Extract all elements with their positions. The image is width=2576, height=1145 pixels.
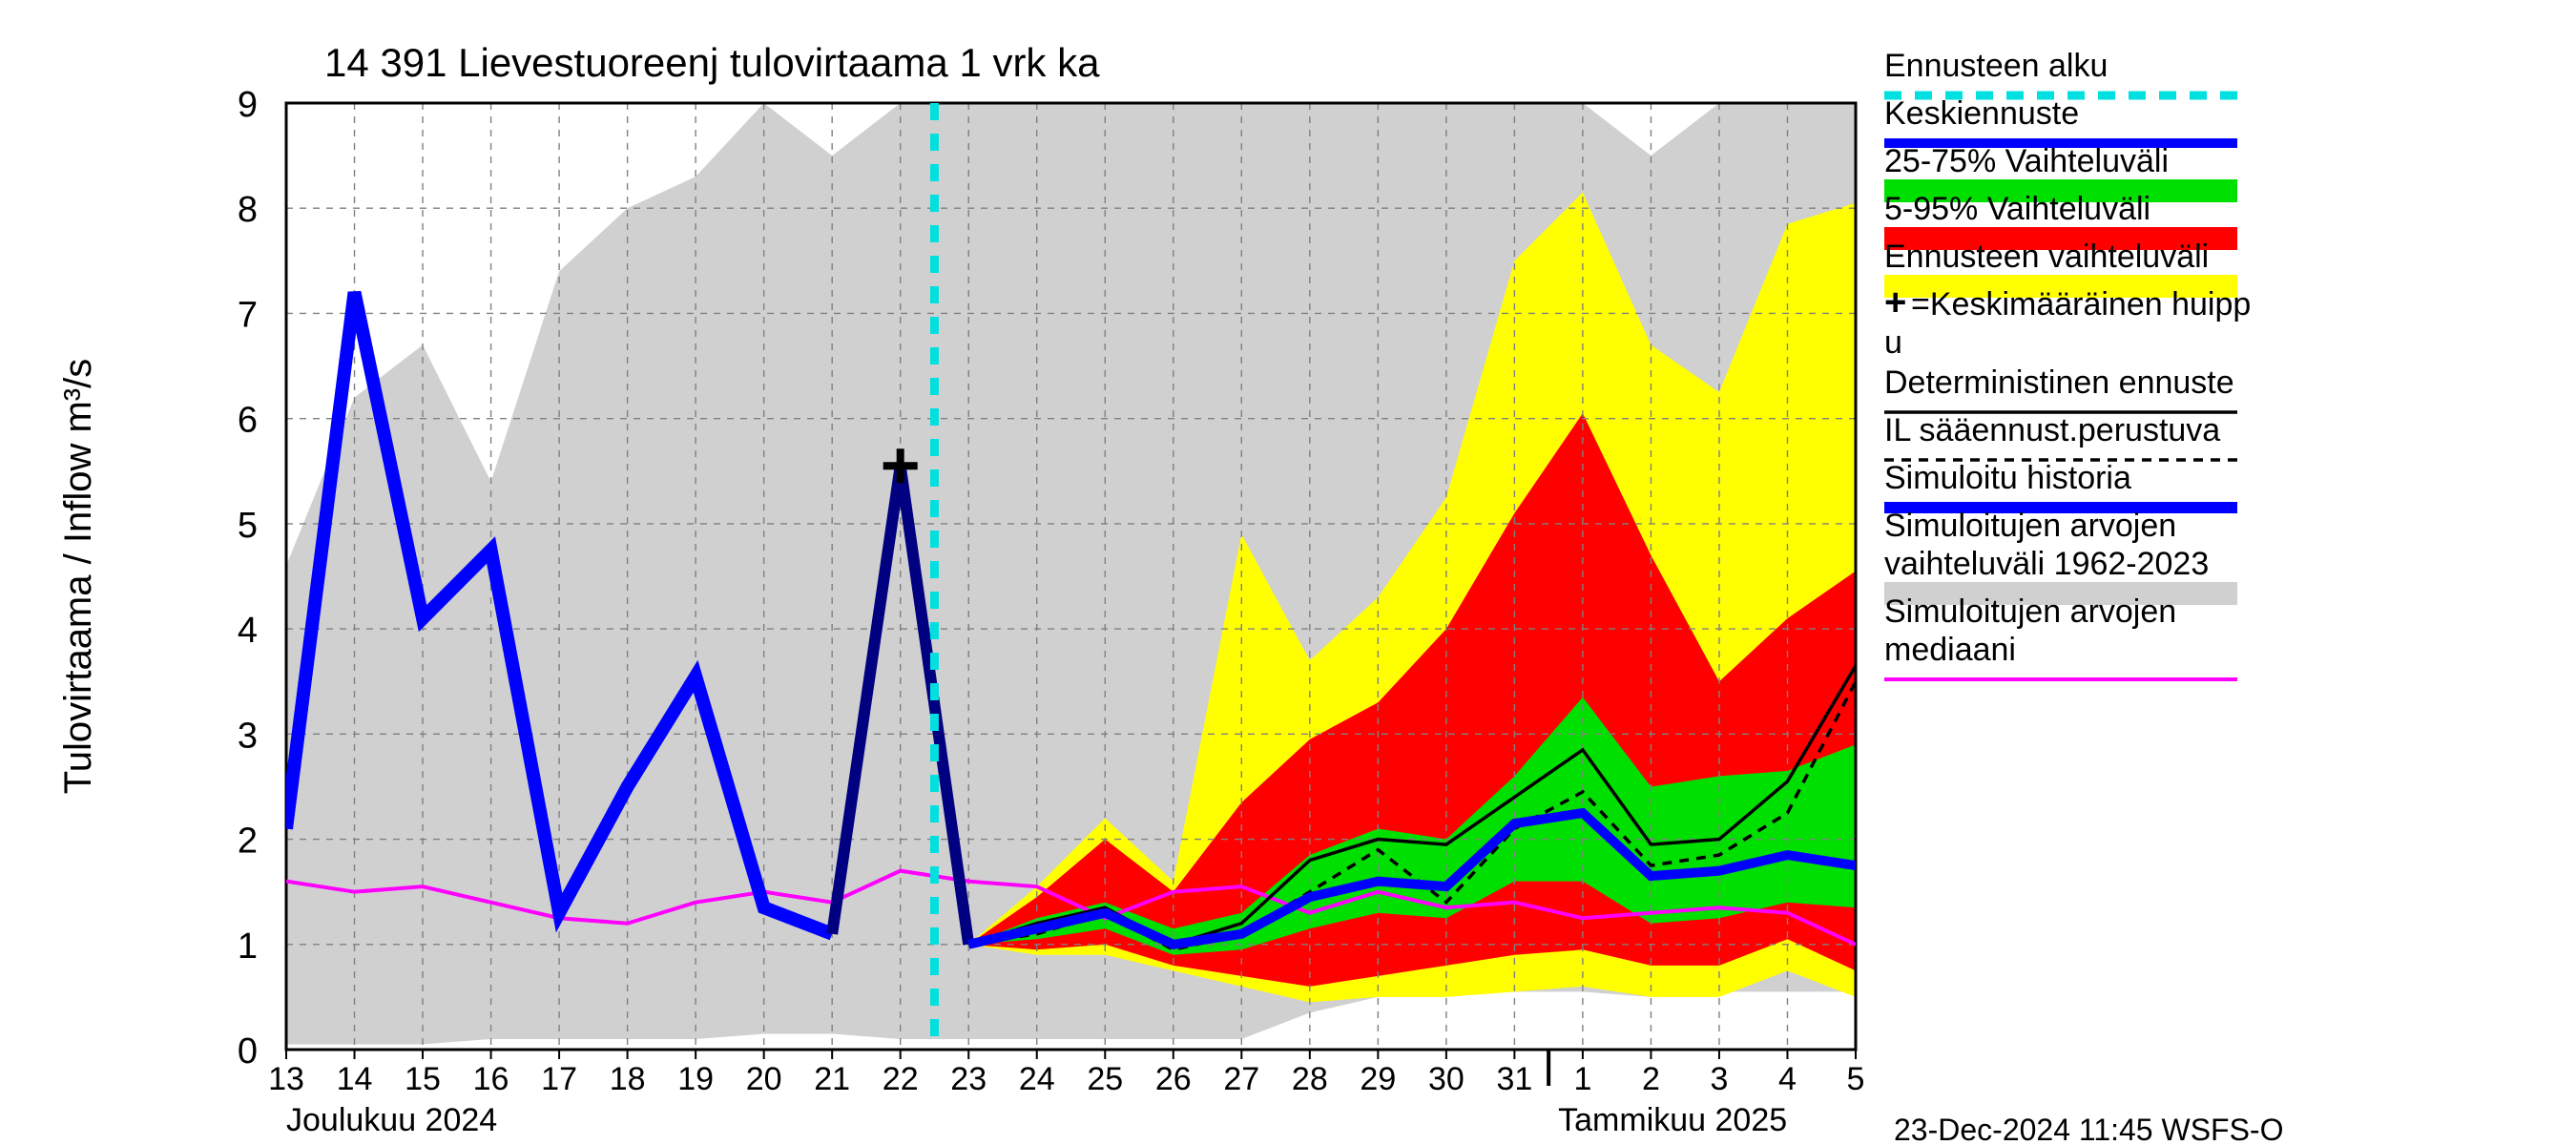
svg-text:1: 1 — [238, 926, 258, 967]
svg-text:26: 26 — [1155, 1061, 1192, 1097]
svg-text:28: 28 — [1292, 1061, 1328, 1097]
svg-text:5: 5 — [238, 506, 258, 546]
svg-text:17: 17 — [541, 1061, 577, 1097]
svg-text:Tammikuu 2025: Tammikuu 2025 — [1558, 1102, 1787, 1138]
svg-text:29: 29 — [1360, 1061, 1396, 1097]
svg-text:Simuloitujen arvojen: Simuloitujen arvojen — [1884, 508, 2176, 544]
svg-text:Simuloitu historia: Simuloitu historia — [1884, 460, 2131, 496]
svg-text:2: 2 — [238, 822, 258, 862]
svg-text:mediaani: mediaani — [1884, 632, 2016, 668]
svg-text:13: 13 — [268, 1061, 304, 1097]
svg-text:2: 2 — [1642, 1061, 1660, 1097]
svg-text:u: u — [1884, 324, 1902, 361]
svg-text:4: 4 — [1778, 1061, 1797, 1097]
inflow-forecast-chart: 0123456789131415161718192021222324252627… — [0, 0, 2576, 1145]
svg-text:+: + — [1884, 281, 1906, 323]
svg-text:19: 19 — [677, 1061, 714, 1097]
svg-text:23-Dec-2024 11:45 WSFS-O: 23-Dec-2024 11:45 WSFS-O — [1894, 1113, 2283, 1145]
svg-text:25-75% Vaihteluväli: 25-75% Vaihteluväli — [1884, 143, 2169, 179]
svg-text:14: 14 — [337, 1061, 373, 1097]
svg-text:January: January — [1558, 1140, 1673, 1145]
chart-svg: 0123456789131415161718192021222324252627… — [0, 0, 2576, 1145]
svg-text:December: December — [286, 1140, 436, 1145]
svg-text:Tulovirtaama / Inflow m³/s: Tulovirtaama / Inflow m³/s — [57, 359, 99, 794]
svg-text:9: 9 — [238, 85, 258, 125]
svg-text:3: 3 — [1710, 1061, 1728, 1097]
svg-text:7: 7 — [238, 295, 258, 335]
svg-text:14 391 Lievestuoreenj tulovirt: 14 391 Lievestuoreenj tulovirtaama 1 vrk… — [324, 40, 1100, 85]
svg-text:18: 18 — [610, 1061, 646, 1097]
svg-text:Deterministinen ennuste: Deterministinen ennuste — [1884, 364, 2234, 401]
svg-text:vaihteluväli 1962-2023: vaihteluväli 1962-2023 — [1884, 546, 2209, 582]
svg-text:23: 23 — [950, 1061, 987, 1097]
svg-text:27: 27 — [1223, 1061, 1259, 1097]
svg-text:3: 3 — [238, 716, 258, 756]
svg-text:Ennusteen vaihteluväli: Ennusteen vaihteluväli — [1884, 239, 2209, 275]
svg-text:5-95% Vaihteluväli: 5-95% Vaihteluväli — [1884, 191, 2150, 227]
svg-text:24: 24 — [1019, 1061, 1055, 1097]
svg-text:=Keskimääräinen huipp: =Keskimääräinen huipp — [1911, 286, 2251, 323]
svg-text:1: 1 — [1573, 1061, 1591, 1097]
svg-text:Simuloitujen arvojen: Simuloitujen arvojen — [1884, 593, 2176, 630]
svg-text:Ennusteen alku: Ennusteen alku — [1884, 48, 2108, 84]
svg-text:20: 20 — [746, 1061, 782, 1097]
svg-text:31: 31 — [1496, 1061, 1532, 1097]
svg-text:5: 5 — [1847, 1061, 1865, 1097]
svg-text:30: 30 — [1428, 1061, 1465, 1097]
svg-text:16: 16 — [473, 1061, 509, 1097]
svg-text:15: 15 — [405, 1061, 441, 1097]
svg-text:IL sääennust.perustuva: IL sääennust.perustuva — [1884, 412, 2220, 448]
svg-text:6: 6 — [238, 401, 258, 441]
svg-text:21: 21 — [814, 1061, 850, 1097]
svg-text:Joulukuu 2024: Joulukuu 2024 — [286, 1102, 497, 1138]
svg-text:8: 8 — [238, 190, 258, 230]
svg-text:0: 0 — [238, 1031, 258, 1072]
svg-text:4: 4 — [238, 611, 258, 651]
svg-text:25: 25 — [1087, 1061, 1123, 1097]
svg-text:Keskiennuste: Keskiennuste — [1884, 95, 2079, 132]
svg-text:22: 22 — [883, 1061, 919, 1097]
